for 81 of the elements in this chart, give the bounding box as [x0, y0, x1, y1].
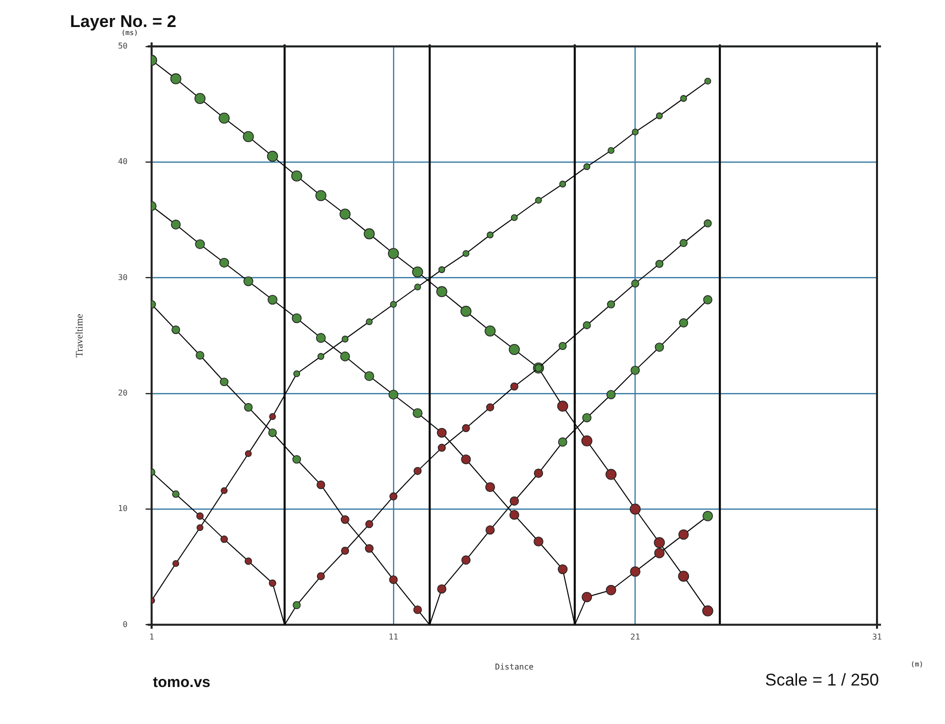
text: tomo.vs	[152, 674, 210, 691]
point	[195, 239, 205, 250]
point	[268, 294, 278, 305]
chart-title: Layer No. = 2	[70, 12, 176, 31]
point	[364, 371, 374, 381]
point	[438, 266, 446, 274]
point	[654, 342, 664, 352]
point	[632, 128, 639, 136]
y-tick-label: 20	[118, 388, 128, 398]
y-tick-label: 30	[118, 272, 128, 282]
x-tick-label: 1	[149, 632, 154, 642]
point	[583, 163, 590, 170]
point	[559, 180, 566, 188]
point	[390, 300, 397, 308]
point	[196, 350, 204, 360]
point	[366, 318, 373, 326]
y-tick-label: 0	[122, 620, 128, 629]
point	[243, 276, 254, 286]
point	[316, 333, 326, 343]
point	[218, 112, 230, 124]
point	[582, 413, 592, 422]
point	[678, 529, 689, 540]
point	[267, 150, 278, 162]
point	[291, 170, 302, 182]
x-tick-label: 11	[388, 632, 398, 642]
point	[172, 326, 180, 334]
point	[460, 306, 472, 317]
point	[219, 258, 230, 268]
point	[558, 437, 568, 447]
point	[412, 266, 424, 278]
point	[654, 548, 665, 558]
y-axis-title: Traveltime	[74, 313, 86, 358]
point	[436, 286, 448, 298]
point	[630, 366, 640, 375]
point	[486, 232, 494, 238]
point	[340, 352, 350, 362]
y-tick-label: 50	[118, 41, 128, 50]
point	[606, 584, 616, 596]
point	[656, 112, 663, 120]
point	[292, 313, 302, 324]
x-tick-label: 21	[630, 632, 640, 642]
text: Scale = 1 / 250	[765, 670, 879, 690]
point	[220, 378, 228, 386]
point	[412, 408, 422, 418]
point	[606, 390, 616, 400]
point	[678, 318, 688, 328]
point	[317, 353, 324, 360]
point	[680, 95, 687, 102]
point	[630, 566, 640, 577]
point	[510, 214, 518, 222]
point	[194, 92, 206, 104]
point	[608, 147, 614, 154]
point	[196, 512, 204, 520]
y-tick-label: 10	[118, 504, 128, 514]
point	[170, 73, 182, 84]
point	[268, 579, 276, 587]
point	[242, 131, 254, 142]
point	[704, 78, 712, 85]
point	[388, 390, 398, 400]
point	[244, 403, 253, 412]
point	[340, 208, 351, 220]
point	[315, 190, 326, 202]
point	[484, 325, 496, 336]
x-axis-title: Distance	[495, 662, 534, 672]
point	[170, 220, 181, 230]
point	[703, 295, 712, 304]
point	[293, 370, 300, 378]
point	[462, 250, 470, 257]
point	[244, 557, 252, 565]
point	[535, 196, 542, 204]
point	[342, 336, 348, 342]
y-tick-label: 40	[118, 157, 128, 166]
point	[388, 248, 399, 259]
point	[268, 428, 277, 438]
x-tick-label: 31	[872, 632, 882, 642]
point	[292, 455, 302, 464]
point	[414, 284, 421, 290]
point	[508, 344, 520, 355]
point	[364, 228, 375, 240]
point	[220, 535, 228, 543]
point	[582, 592, 592, 602]
